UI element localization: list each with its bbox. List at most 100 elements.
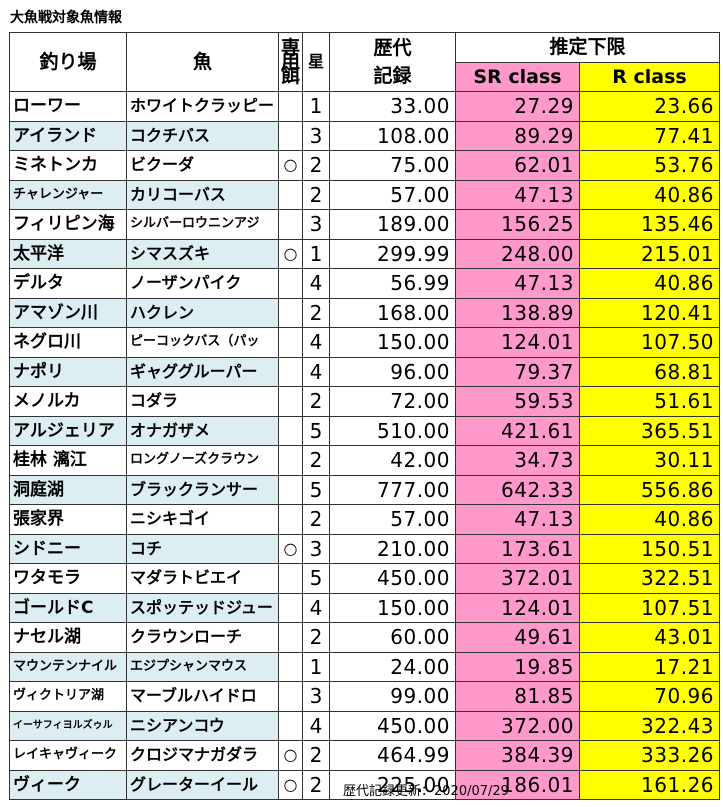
record-cell: 150.00 [329,327,456,358]
star-cell: 4 [302,592,330,623]
r-class-cell: 23.66 [578,91,721,122]
r-class-cell: 40.86 [578,179,721,210]
star-cell: 1 [302,91,330,122]
record-cell: 57.00 [329,504,456,535]
star-cell: 2 [302,504,330,535]
bait-cell [278,91,303,122]
table-row: ワタモラ マダラトビエイ 5 450.00 372.01 322.51 [9,563,721,594]
star-cell: 4 [302,356,330,387]
place-cell: ローワー [9,91,127,122]
table-row: アルジェリア オナガザメ 5 510.00 421.61 365.51 [9,415,721,446]
record-cell: 510.00 [329,415,456,446]
star-cell: 5 [302,563,330,594]
header-sr-class: SR class [455,61,580,92]
record-cell: 150.00 [329,592,456,623]
record-cell: 33.00 [329,91,456,122]
table-row: ゴールドC スポッテッドジュー 4 150.00 124.01 107.51 [9,592,721,623]
record-cell: 57.00 [329,179,456,210]
sr-class-cell: 59.53 [455,386,580,417]
sr-class-cell: 47.13 [455,504,580,535]
place-cell: ヴィーク [9,769,127,800]
sr-class-cell: 34.73 [455,445,580,476]
r-class-cell: 51.61 [578,386,721,417]
table-row: ヴィーク グレーターイール ○ 2 225.00 186.01 161.26 [9,769,721,800]
place-cell: レイキャヴィーク [9,740,127,771]
bait-cell: ○ [278,769,303,800]
bait-cell [278,592,303,623]
place-cell: メノルカ [9,386,127,417]
header-r-class: R class [578,61,721,92]
r-class-cell: 333.26 [578,740,721,771]
bait-cell [278,297,303,328]
bait-cell [278,622,303,653]
r-class-cell: 215.01 [578,238,721,269]
place-cell: チャレンジャー [9,179,127,210]
header-place: 釣り場 [9,32,127,92]
star-cell: 5 [302,415,330,446]
place-cell: フィリピン海 [9,209,127,240]
r-class-cell: 107.51 [578,592,721,623]
fish-cell: ノーザンパイク [126,268,279,299]
sr-class-cell: 62.01 [455,150,580,181]
place-cell: 桂林 漓江 [9,445,127,476]
r-class-cell: 107.50 [578,327,721,358]
bait-cell [278,268,303,299]
sr-class-cell: 124.01 [455,327,580,358]
sr-class-cell: 19.85 [455,651,580,682]
fish-cell: グレーターイール [126,769,279,800]
bait-cell [278,563,303,594]
table-row: マウンテンナイル エジプシャンマウス 1 24.00 19.85 17.21 [9,651,721,682]
star-cell: 2 [302,297,330,328]
r-class-cell: 30.11 [578,445,721,476]
r-class-cell: 120.41 [578,297,721,328]
record-cell: 168.00 [329,297,456,328]
table-row: シドニー コチ ○ 3 210.00 173.61 150.51 [9,533,721,564]
r-class-cell: 40.86 [578,268,721,299]
place-cell: 洞庭湖 [9,474,127,505]
table-row: 洞庭湖 ブラックランサー 5 777.00 642.33 556.86 [9,474,721,505]
sr-class-cell: 89.29 [455,120,580,151]
place-cell: 張家界 [9,504,127,535]
r-class-cell: 77.41 [578,120,721,151]
record-cell: 96.00 [329,356,456,387]
fish-cell: クラウンローチ [126,622,279,653]
place-cell: アイランド [9,120,127,151]
sr-class-cell: 81.85 [455,681,580,712]
record-cell: 108.00 [329,120,456,151]
sr-class-cell: 156.25 [455,209,580,240]
fish-cell: ニシアンコウ [126,710,279,741]
header-star: 星 [302,32,330,92]
bait-cell [278,651,303,682]
r-class-cell: 135.46 [578,209,721,240]
fish-cell: スポッテッドジュー [126,592,279,623]
fish-cell: カリコーバス [126,179,279,210]
record-cell: 60.00 [329,622,456,653]
r-class-cell: 43.01 [578,622,721,653]
place-cell: シドニー [9,533,127,564]
fish-cell: コクチバス [126,120,279,151]
fish-cell: ホワイトクラッピー [126,91,279,122]
star-cell: 2 [302,445,330,476]
sr-class-cell: 124.01 [455,592,580,623]
star-cell: 3 [302,681,330,712]
fish-cell: シマスズキ [126,238,279,269]
fish-table: 釣り場 魚 専用餌 星 歴代 記録 推定下限 SR class R class ロ… [9,32,721,800]
place-cell: ワタモラ [9,563,127,594]
place-cell: マウンテンナイル [9,651,127,682]
r-class-cell: 322.43 [578,710,721,741]
place-cell: デルタ [9,268,127,299]
sr-class-cell: 27.29 [455,91,580,122]
star-cell: 2 [302,179,330,210]
bait-cell [278,209,303,240]
bait-cell [278,681,303,712]
sr-class-cell: 79.37 [455,356,580,387]
record-cell: 189.00 [329,209,456,240]
record-cell: 99.00 [329,681,456,712]
record-cell: 56.99 [329,268,456,299]
record-cell: 72.00 [329,386,456,417]
star-cell: 3 [302,209,330,240]
fish-cell: ニシキゴイ [126,504,279,535]
fish-cell: ギャググルーパー [126,356,279,387]
fish-cell: ハクレン [126,297,279,328]
sr-class-cell: 421.61 [455,415,580,446]
